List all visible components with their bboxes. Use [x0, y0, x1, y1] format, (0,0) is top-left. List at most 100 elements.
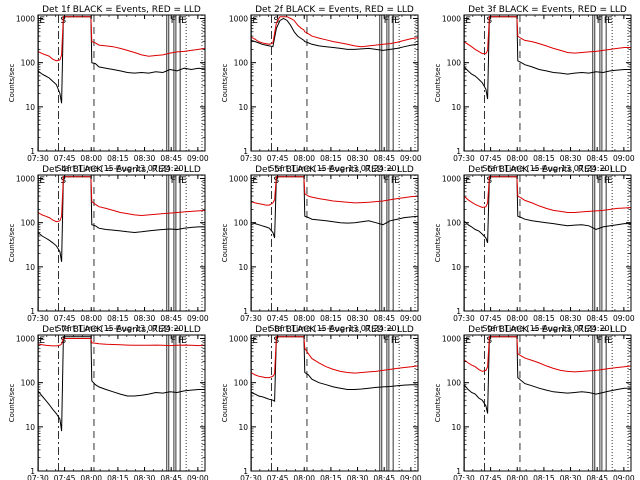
marker-label-f-2: F — [604, 16, 609, 26]
x-tick-label: 09:00 — [613, 314, 635, 323]
y-axis-label: Counts/sec — [8, 384, 16, 423]
x-tick-label: 07:45 — [267, 314, 289, 323]
marker-label-f-1: F — [171, 16, 176, 26]
x-tick-label: 07:45 — [54, 474, 76, 480]
marker-label-e-right: E — [394, 176, 400, 186]
y-tick-label: 1 — [456, 147, 461, 156]
x-tick-label: 09:00 — [187, 474, 209, 480]
x-tick-label: 09:00 — [613, 474, 635, 480]
panel-title: Det 9f BLACK = Events, RED = LLD — [468, 325, 627, 335]
marker-label-f-2: F — [604, 176, 609, 186]
y-tick-label: 100 — [447, 219, 462, 228]
y-axis-label: Counts/sec — [434, 64, 442, 103]
marker-label-f-1: F — [171, 336, 176, 346]
y-tick-label: 10 — [238, 263, 248, 272]
marker-label-e-left: E — [39, 176, 45, 186]
marker-label-f-1: F — [384, 16, 389, 26]
y-tick-label: 1 — [30, 307, 35, 316]
y-tick-label: 100 — [21, 379, 36, 388]
y-tick-label: 1 — [30, 467, 35, 476]
x-tick-label: 08:30 — [347, 154, 369, 163]
x-tick-label: 08:30 — [560, 154, 582, 163]
x-tick-label: 07:30 — [453, 314, 475, 323]
x-tick-label: 08:15 — [107, 154, 129, 163]
series-events-line — [251, 176, 418, 239]
y-tick-label: 1000 — [442, 14, 461, 23]
x-axis-label: Start Time (15-Aug-13 07:24:20) — [269, 324, 400, 333]
x-tick-label: 08:15 — [107, 474, 129, 480]
marker-label-e-right: E — [607, 16, 613, 26]
x-tick-label: 08:00 — [80, 314, 102, 323]
x-tick-label: 08:15 — [107, 314, 129, 323]
y-tick-label: 1000 — [229, 174, 248, 183]
x-tick-label: 07:30 — [240, 314, 262, 323]
y-tick-label: 1 — [456, 467, 461, 476]
series-lld-line — [464, 176, 631, 213]
marker-label-e-left: E — [39, 336, 45, 346]
marker-label-f-2: F — [604, 336, 609, 346]
y-axis-label: Counts/sec — [221, 224, 229, 263]
x-tick-label: 07:45 — [54, 314, 76, 323]
y-tick-label: 1000 — [229, 14, 248, 23]
y-tick-label: 10 — [451, 423, 461, 432]
panel-title: Det 1f BLACK = Events, RED = LLD — [42, 5, 201, 15]
x-tick-label: 08:00 — [506, 154, 528, 163]
marker-label-e-left: E — [465, 176, 471, 186]
x-tick-label: 07:30 — [27, 154, 49, 163]
y-tick-label: 1000 — [229, 334, 248, 343]
marker-label-e-left: E — [252, 16, 258, 26]
series-lld-line — [251, 336, 418, 379]
marker-label-f-2: F — [178, 336, 183, 346]
marker-label-e-left: E — [465, 16, 471, 26]
y-tick-label: 10 — [451, 263, 461, 272]
y-tick-label: 100 — [21, 219, 36, 228]
y-tick-label: 10 — [25, 263, 35, 272]
x-tick-label: 07:45 — [267, 474, 289, 480]
x-axis-label: Start Time (15-Aug-13 07:24:20) — [56, 164, 187, 173]
x-tick-label: 07:45 — [267, 154, 289, 163]
panel-title: Det 3f BLACK = Events, RED = LLD — [468, 5, 627, 15]
plot-frame — [463, 14, 632, 152]
marker-label-f-1: F — [384, 336, 389, 346]
x-tick-label: 08:45 — [373, 474, 395, 480]
x-tick-label: 09:00 — [400, 474, 422, 480]
panel-title: Det 6f BLACK = Events, RED = LLD — [468, 165, 627, 175]
x-tick-label: 08:45 — [373, 154, 395, 163]
x-tick-label: 08:15 — [320, 154, 342, 163]
y-tick-label: 100 — [234, 219, 249, 228]
x-axis-label: Start Time (15-Aug-13 07:24:20) — [482, 164, 613, 173]
marker-label-f-2: F — [391, 336, 396, 346]
x-tick-label: 08:30 — [134, 314, 156, 323]
y-tick-label: 10 — [25, 103, 35, 112]
x-tick-label: 08:15 — [533, 314, 555, 323]
x-tick-label: 08:45 — [160, 314, 182, 323]
series-lld-line — [464, 336, 631, 373]
y-tick-label: 100 — [234, 379, 249, 388]
plot-frame — [37, 14, 206, 152]
y-tick-label: 1000 — [442, 334, 461, 343]
x-tick-label: 09:00 — [400, 314, 422, 323]
y-tick-label: 1000 — [16, 14, 35, 23]
x-tick-label: 08:30 — [347, 474, 369, 480]
y-tick-label: 100 — [21, 59, 36, 68]
x-tick-label: 08:00 — [293, 314, 315, 323]
marker-label-e-left: E — [465, 336, 471, 346]
x-tick-label: 08:00 — [80, 154, 102, 163]
marker-label-f-2: F — [391, 176, 396, 186]
x-tick-label: 08:00 — [506, 314, 528, 323]
y-tick-label: 1 — [243, 307, 248, 316]
x-tick-label: 08:45 — [373, 314, 395, 323]
x-tick-label: 08:30 — [134, 474, 156, 480]
plot-frame — [250, 14, 419, 152]
x-tick-label: 07:45 — [480, 314, 502, 323]
marker-label-f-1: F — [597, 16, 602, 26]
series-events-line — [464, 16, 631, 100]
x-tick-label: 08:00 — [293, 154, 315, 163]
y-tick-label: 1 — [30, 147, 35, 156]
marker-label-e-right: E — [181, 16, 187, 26]
